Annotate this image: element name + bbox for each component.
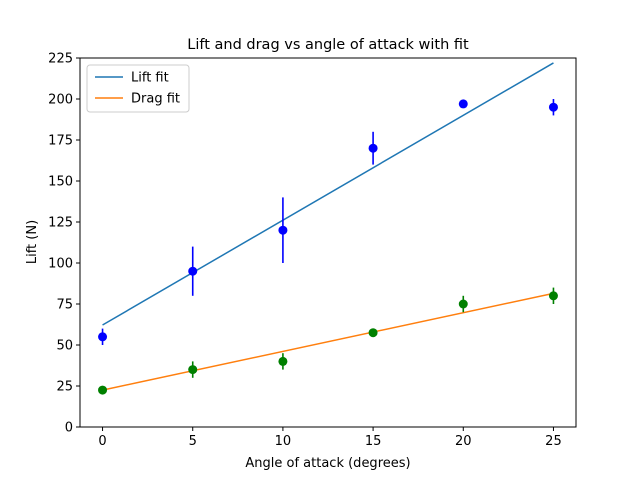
data-point-2-3: [278, 356, 288, 366]
y-axis-label: Lift (N): [25, 220, 40, 264]
data-point-1-5: [458, 99, 468, 109]
data-point-1-6: [548, 102, 558, 112]
chart-title: Lift and drag vs angle of attack with fi…: [187, 37, 469, 53]
fit-line-2: [102, 292, 554, 391]
x-tick-label: 20: [455, 434, 472, 449]
y-tick-label: 150: [48, 175, 73, 190]
y-tick-label: 0: [65, 421, 73, 436]
data-point-1-1: [98, 332, 108, 342]
y-tick-label: 50: [56, 339, 73, 354]
x-tick-label: 15: [365, 434, 382, 449]
data-point-2-6: [548, 291, 558, 301]
legend-label-2: Drag fit: [131, 92, 180, 107]
x-tick-label: 0: [98, 434, 106, 449]
y-tick-label: 25: [56, 380, 73, 395]
x-axis-label: Angle of attack (degrees): [245, 456, 410, 471]
y-tick-label: 75: [56, 298, 73, 313]
data-point-2-4: [368, 328, 378, 338]
y-tick-label: 225: [48, 52, 73, 67]
fit-line-1: [102, 62, 554, 326]
data-point-2-1: [98, 385, 108, 395]
data-point-1-3: [278, 225, 288, 235]
plot-area: [80, 58, 576, 427]
legend: Lift fit Drag fit: [86, 64, 190, 113]
data-point-1-2: [188, 266, 198, 276]
y-tick-label: 200: [48, 93, 73, 108]
data-point-2-2: [188, 365, 198, 375]
chart-marks: [98, 62, 558, 395]
legend-label-1: Lift fit: [131, 71, 169, 86]
x-tick-label: 10: [275, 434, 292, 449]
y-tick-label: 175: [48, 134, 73, 149]
data-point-2-5: [458, 299, 468, 309]
x-tick-label: 5: [189, 434, 197, 449]
y-tick-label: 100: [48, 257, 73, 272]
y-tick-label: 125: [48, 216, 73, 231]
x-tick-label: 25: [545, 434, 562, 449]
axes-frame: [79, 57, 577, 428]
chart-axes: 0 5 10 15 20 25 0 25 50 75 100 125 150 175 200 225: [48, 52, 577, 449]
data-point-1-4: [368, 143, 378, 153]
